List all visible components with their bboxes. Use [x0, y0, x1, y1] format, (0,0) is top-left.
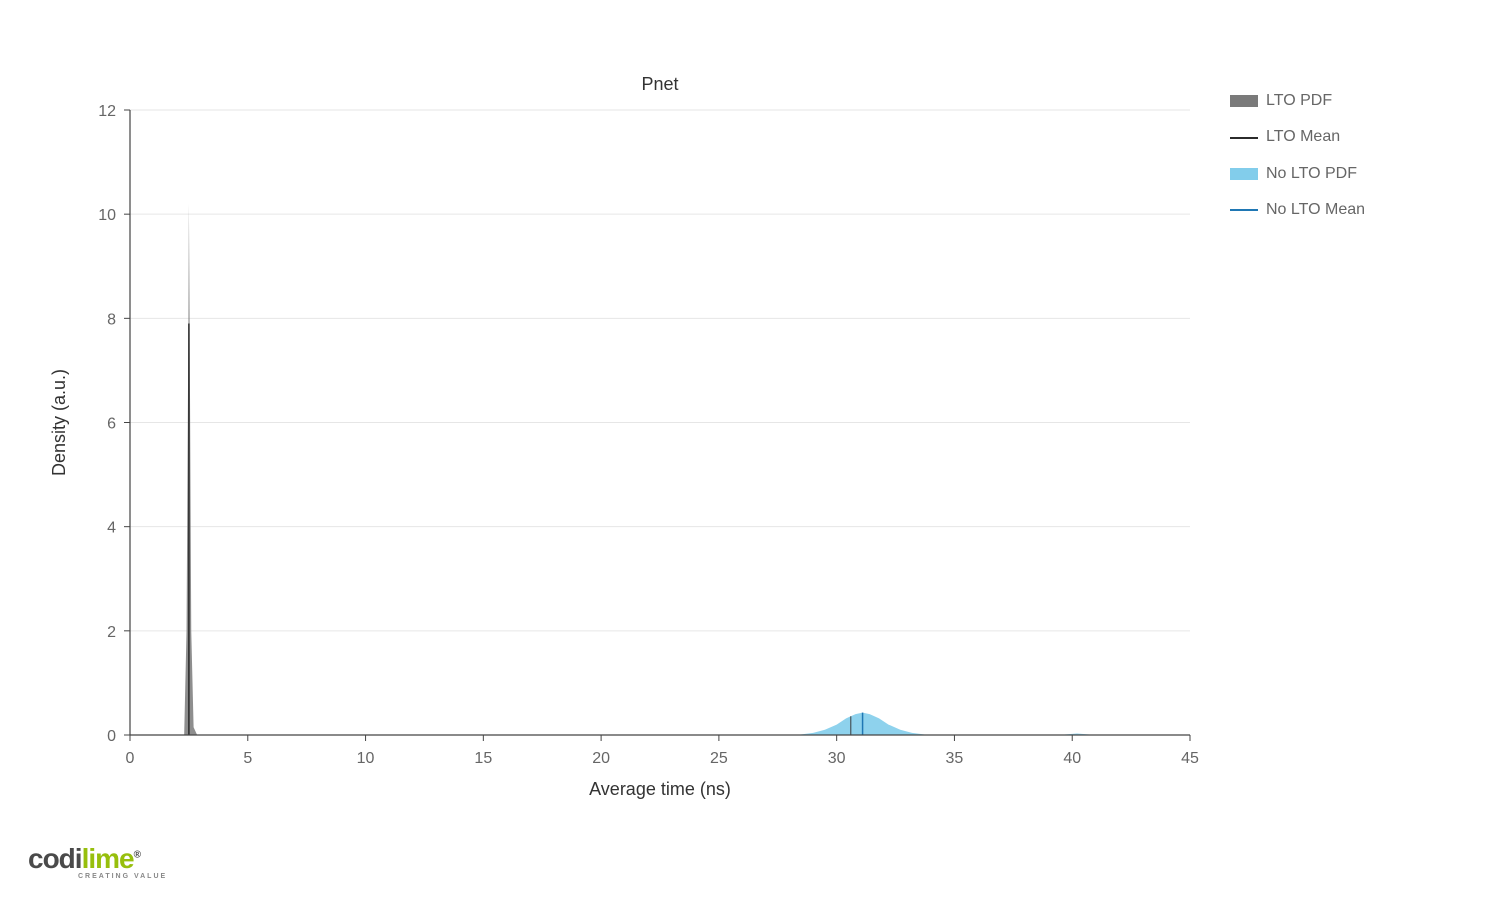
svg-text:Density (a.u.): Density (a.u.) — [49, 369, 69, 476]
legend-item: LTO PDF — [1230, 86, 1365, 116]
svg-text:4: 4 — [107, 520, 116, 537]
svg-text:2: 2 — [107, 624, 116, 641]
legend-item: LTO Mean — [1230, 122, 1365, 152]
svg-text:30: 30 — [828, 750, 846, 767]
legend-swatch-line-icon — [1230, 209, 1258, 211]
svg-text:0: 0 — [107, 728, 116, 745]
svg-text:35: 35 — [946, 750, 964, 767]
svg-text:Pnet: Pnet — [641, 74, 678, 94]
legend-item: No LTO Mean — [1230, 195, 1365, 225]
brand-tagline: CREATING VALUE — [78, 873, 167, 880]
legend-label: LTO Mean — [1266, 122, 1340, 152]
svg-text:Average time (ns): Average time (ns) — [589, 779, 731, 799]
legend-label: LTO PDF — [1266, 86, 1332, 116]
svg-text:6: 6 — [107, 416, 116, 433]
svg-text:15: 15 — [474, 750, 492, 767]
svg-text:40: 40 — [1063, 750, 1081, 767]
legend-swatch-rect-icon — [1230, 168, 1258, 180]
brand-registered: ® — [134, 850, 141, 861]
svg-text:25: 25 — [710, 750, 728, 767]
legend-item: No LTO PDF — [1230, 159, 1365, 189]
svg-text:8: 8 — [107, 311, 116, 328]
svg-text:45: 45 — [1181, 750, 1199, 767]
svg-text:20: 20 — [592, 750, 610, 767]
legend-label: No LTO PDF — [1266, 159, 1357, 189]
svg-text:5: 5 — [243, 750, 252, 767]
legend: LTO PDF LTO Mean No LTO PDF No LTO Mean — [1230, 86, 1365, 232]
brand-part1: codi — [28, 843, 82, 874]
legend-swatch-line-icon — [1230, 137, 1258, 139]
legend-swatch-rect-icon — [1230, 95, 1258, 107]
brand-logo: codilime® CREATING VALUE — [28, 843, 167, 880]
svg-text:12: 12 — [98, 103, 116, 120]
svg-text:0: 0 — [126, 750, 135, 767]
chart-container: 0 2 4 6 8 10 12 0 5 10 15 20 25 30 35 40 45 Pnet Average t… — [0, 0, 1500, 900]
svg-text:10: 10 — [357, 750, 375, 767]
svg-text:10: 10 — [98, 207, 116, 224]
legend-label: No LTO Mean — [1266, 195, 1365, 225]
brand-part2: lime — [82, 843, 134, 874]
